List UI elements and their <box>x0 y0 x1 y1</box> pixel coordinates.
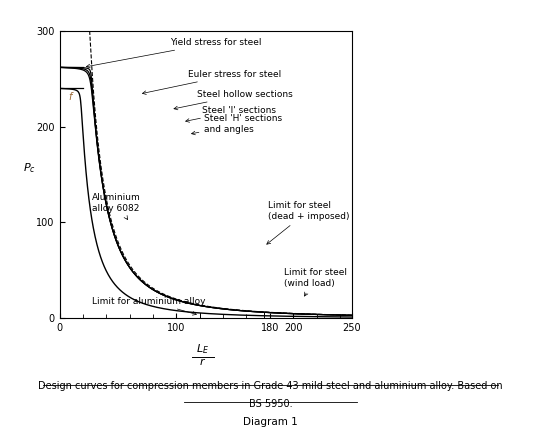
Text: Limit for aluminium alloy: Limit for aluminium alloy <box>92 297 206 315</box>
Text: $L_E$: $L_E$ <box>196 342 209 356</box>
Text: BS 5950.: BS 5950. <box>249 399 292 409</box>
Text: Aluminium
alloy 6082: Aluminium alloy 6082 <box>92 193 141 220</box>
Text: Limit for steel
(wind load): Limit for steel (wind load) <box>284 268 347 296</box>
Text: Steel 'I' sections: Steel 'I' sections <box>186 106 276 122</box>
Text: Euler stress for steel: Euler stress for steel <box>142 69 281 95</box>
Text: Yield stress for steel: Yield stress for steel <box>87 38 262 68</box>
Text: Limit for steel
(dead + imposed): Limit for steel (dead + imposed) <box>267 201 349 244</box>
Text: Diagram 1: Diagram 1 <box>243 416 298 427</box>
Text: f: f <box>68 92 71 102</box>
Text: Steel hollow sections: Steel hollow sections <box>174 90 293 110</box>
Text: $r$: $r$ <box>199 356 207 367</box>
Text: Design curves for compression members in Grade 43 mild steel and aluminium alloy: Design curves for compression members in… <box>38 381 503 391</box>
Y-axis label: $P_c$: $P_c$ <box>23 161 36 175</box>
Text: Steel 'H' sections
and angles: Steel 'H' sections and angles <box>192 114 282 135</box>
